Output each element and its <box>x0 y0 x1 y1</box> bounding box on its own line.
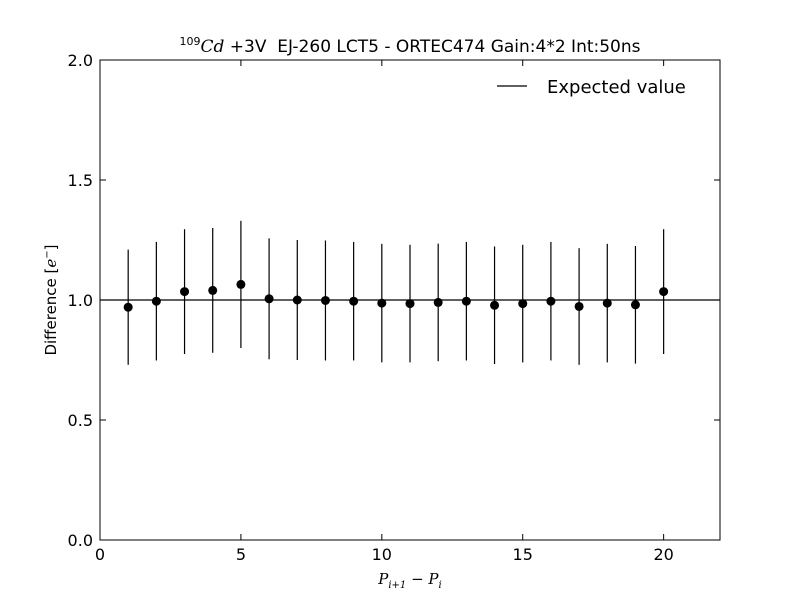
x-tick-label: 15 <box>513 545 533 564</box>
data-point <box>349 296 359 306</box>
y-tick-label: 0.0 <box>68 531 93 550</box>
legend: Expected value <box>497 77 686 98</box>
y-tick-label: 0.5 <box>68 411 93 430</box>
y-tick-label: 1.5 <box>68 171 93 190</box>
data-layer <box>100 220 720 365</box>
legend-label-expected-value: Expected value <box>547 77 686 98</box>
axes-layer: 0 5 10 15 20 0.0 0.5 1.0 1.5 2.0 <box>68 51 721 564</box>
data-point <box>208 285 218 295</box>
data-point <box>151 296 161 306</box>
chart-title: 109Cd +3V EJ-260 LCT5 - ORTEC474 Gain:4*… <box>179 35 640 57</box>
y-label-sup: − <box>42 250 53 258</box>
data-point <box>405 299 415 309</box>
data-point <box>236 279 246 289</box>
data-point <box>320 295 330 305</box>
y-label-text: Difference [ <box>42 268 60 356</box>
y-label-math: e <box>42 259 60 268</box>
x-tick-label: 10 <box>372 545 392 564</box>
title-superscript: 109 <box>179 35 200 48</box>
title-isotope: Cd <box>200 37 224 57</box>
x-label-mid: − P <box>406 570 439 588</box>
data-point <box>264 294 274 304</box>
data-point <box>461 296 471 306</box>
x-tick-label: 20 <box>653 545 673 564</box>
data-point <box>574 301 584 311</box>
data-point <box>377 298 387 308</box>
data-point <box>602 298 612 308</box>
data-point <box>123 302 133 312</box>
data-point <box>180 287 190 297</box>
x-axis-label: Pi+1 − Pi <box>377 570 441 591</box>
data-point <box>292 295 302 305</box>
x-label-sub1: i+1 <box>388 580 406 591</box>
x-tick-label: 5 <box>236 545 246 564</box>
x-tick-label: 0 <box>95 545 105 564</box>
data-point <box>630 300 640 310</box>
y-label-close: ] <box>42 244 60 250</box>
x-label-sub2: i <box>439 580 442 591</box>
data-point <box>518 299 528 309</box>
data-point <box>546 296 556 306</box>
y-tick-label: 2.0 <box>68 51 93 70</box>
data-point <box>433 297 443 307</box>
title-rest: +3V EJ-260 LCT5 - ORTEC474 Gain:4*2 Int:… <box>224 37 640 57</box>
y-tick-label: 1.0 <box>68 291 93 310</box>
x-label-p1: P <box>377 570 389 588</box>
data-point <box>659 287 669 297</box>
y-axis-label: Difference [e−] <box>42 244 60 355</box>
data-point <box>490 300 500 310</box>
